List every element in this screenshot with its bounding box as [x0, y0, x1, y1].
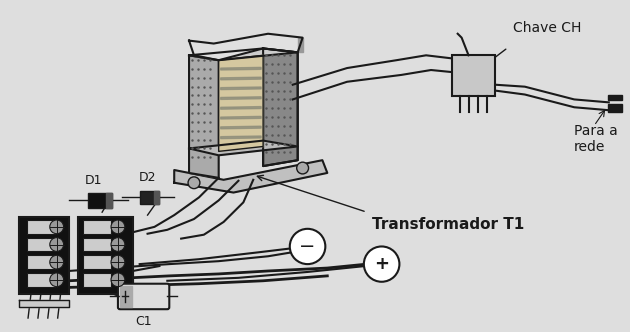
- FancyBboxPatch shape: [118, 284, 169, 309]
- Polygon shape: [19, 300, 69, 307]
- Polygon shape: [189, 48, 298, 60]
- FancyBboxPatch shape: [140, 191, 159, 204]
- Polygon shape: [220, 67, 261, 70]
- FancyBboxPatch shape: [27, 238, 55, 251]
- Polygon shape: [120, 286, 132, 307]
- FancyBboxPatch shape: [452, 55, 495, 97]
- Text: Chave CH: Chave CH: [513, 21, 581, 35]
- Text: Transformador T1: Transformador T1: [372, 217, 524, 232]
- Polygon shape: [219, 55, 263, 151]
- Text: Para a
rede: Para a rede: [574, 124, 618, 154]
- Polygon shape: [298, 38, 302, 52]
- Circle shape: [364, 246, 399, 282]
- Polygon shape: [175, 160, 328, 193]
- FancyBboxPatch shape: [88, 193, 112, 208]
- Polygon shape: [220, 136, 261, 139]
- Circle shape: [111, 220, 125, 234]
- Polygon shape: [263, 48, 298, 166]
- FancyBboxPatch shape: [27, 220, 55, 234]
- Polygon shape: [189, 55, 219, 178]
- FancyBboxPatch shape: [19, 217, 69, 293]
- Polygon shape: [608, 104, 622, 112]
- Polygon shape: [189, 140, 298, 155]
- Circle shape: [188, 177, 200, 189]
- FancyBboxPatch shape: [83, 238, 111, 251]
- Polygon shape: [189, 34, 302, 60]
- Circle shape: [297, 162, 309, 174]
- Circle shape: [50, 255, 64, 269]
- Polygon shape: [263, 48, 298, 166]
- Circle shape: [111, 273, 125, 287]
- Polygon shape: [106, 193, 112, 208]
- Circle shape: [50, 273, 64, 287]
- Circle shape: [290, 229, 325, 264]
- Polygon shape: [608, 95, 622, 100]
- Polygon shape: [220, 77, 261, 80]
- Text: D2: D2: [139, 171, 156, 184]
- Polygon shape: [220, 97, 261, 99]
- Polygon shape: [220, 107, 261, 109]
- FancyBboxPatch shape: [83, 220, 111, 234]
- FancyBboxPatch shape: [83, 273, 111, 287]
- Text: +: +: [374, 255, 389, 273]
- Text: −: −: [299, 237, 316, 256]
- Circle shape: [111, 255, 125, 269]
- FancyBboxPatch shape: [83, 255, 111, 269]
- Polygon shape: [220, 87, 261, 90]
- Polygon shape: [154, 191, 159, 204]
- Circle shape: [111, 238, 125, 251]
- Text: C1: C1: [135, 315, 152, 328]
- Circle shape: [50, 220, 64, 234]
- FancyBboxPatch shape: [27, 273, 55, 287]
- Polygon shape: [220, 117, 261, 119]
- Polygon shape: [220, 126, 261, 129]
- Circle shape: [50, 238, 64, 251]
- FancyBboxPatch shape: [78, 217, 133, 293]
- Text: D1: D1: [84, 174, 102, 187]
- FancyBboxPatch shape: [27, 255, 55, 269]
